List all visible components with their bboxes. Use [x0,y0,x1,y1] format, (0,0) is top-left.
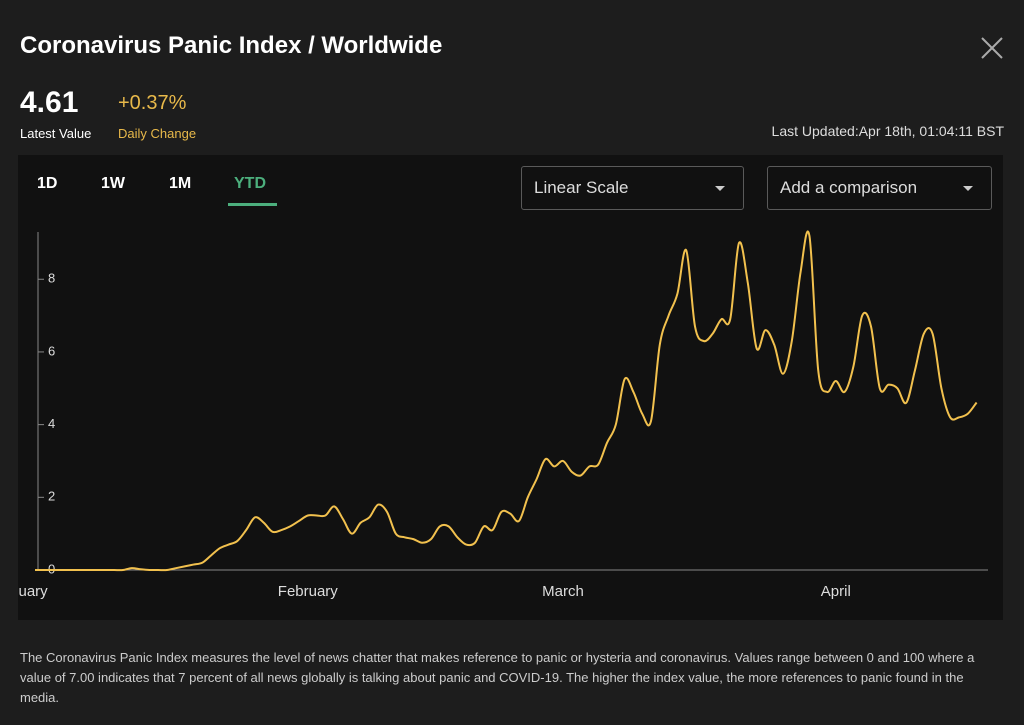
y-tick-label: 6 [48,343,55,358]
comparison-dropdown[interactable]: Add a comparison [767,166,992,210]
close-button[interactable] [980,36,1004,60]
x-tick-label: January [18,583,48,600]
tab[interactable]: 1M [169,175,192,192]
daily-change: +0.37% [118,92,187,114]
daily-change-label: Daily Change [118,126,197,141]
chart-panel [18,155,1003,620]
y-tick-label: 8 [48,271,55,286]
y-tick-label: 4 [48,416,55,431]
tab[interactable]: 1D [37,175,58,192]
scale-dropdown[interactable]: Linear Scale [521,166,744,210]
y-tick-label: 2 [48,489,55,504]
description: The Coronavirus Panic Index measures the… [20,650,975,705]
tab-underline [228,203,277,206]
tab-active[interactable]: YTD [234,175,266,192]
tab[interactable]: 1W [101,175,125,192]
x-tick-label: February [278,583,339,600]
latest-value-label: Latest Value [20,126,92,141]
line [35,230,978,572]
title: Coronavirus Panic Index / Worldwide [20,32,443,59]
x-tick-label: March [542,583,584,600]
last-updated: Last Updated:Apr 18th, 01:04:11 BST [771,123,1004,139]
y-tick-label: 0 [48,561,55,576]
x-tick-label: April [821,583,851,600]
chart: 0 2 4 6 8 January February March April [18,230,988,600]
latest-value: 4.61 [20,86,79,119]
